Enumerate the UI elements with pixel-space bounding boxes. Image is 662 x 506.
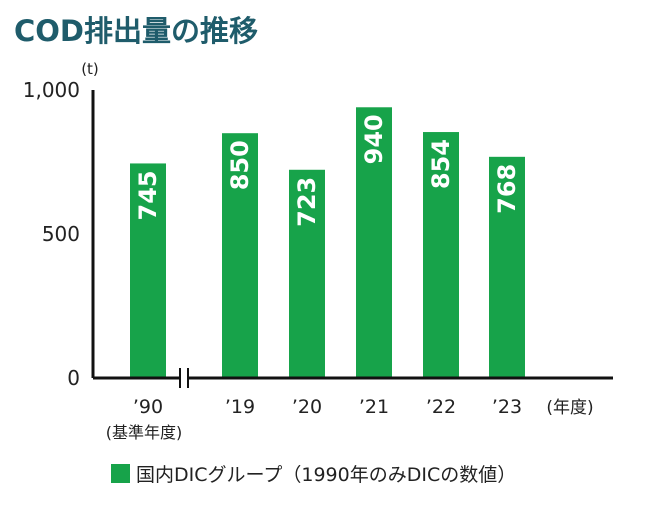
y-tick-label: 1,000 [23, 78, 80, 102]
x-tick-label: ’90 [133, 396, 163, 418]
y-tick-label: 0 [67, 366, 80, 390]
bar-90 [130, 163, 166, 378]
x-tick-label: ’22 [426, 396, 456, 418]
y-tick-label: 500 [42, 222, 80, 246]
x-tick-label: ’19 [225, 396, 255, 418]
bar-22 [423, 132, 459, 378]
bar-21 [356, 107, 392, 378]
bar-23 [489, 156, 525, 378]
x-unit-label: (年度) [546, 398, 593, 418]
y-unit-label: (t) [81, 60, 99, 78]
legend: 国内DICグループ（1990年のみDICの数値） [111, 460, 516, 487]
data-label: 768 [493, 164, 521, 214]
data-label: 854 [427, 139, 455, 189]
x-tick-label: ’21 [359, 396, 389, 418]
base-year-note: (基準年度) [106, 423, 183, 442]
chart-title: COD排出量の推移 [14, 14, 259, 48]
data-label: 940 [360, 114, 388, 164]
data-label: 850 [226, 140, 254, 190]
bar-20 [289, 169, 325, 378]
legend-swatch [111, 464, 130, 483]
bar-19 [222, 133, 258, 378]
data-label: 723 [293, 177, 321, 227]
x-tick-label: ’23 [492, 396, 522, 418]
data-label: 745 [134, 170, 162, 220]
x-tick-label: ’20 [292, 396, 322, 418]
legend-label: 国内DICグループ（1990年のみDICの数値） [136, 464, 517, 486]
